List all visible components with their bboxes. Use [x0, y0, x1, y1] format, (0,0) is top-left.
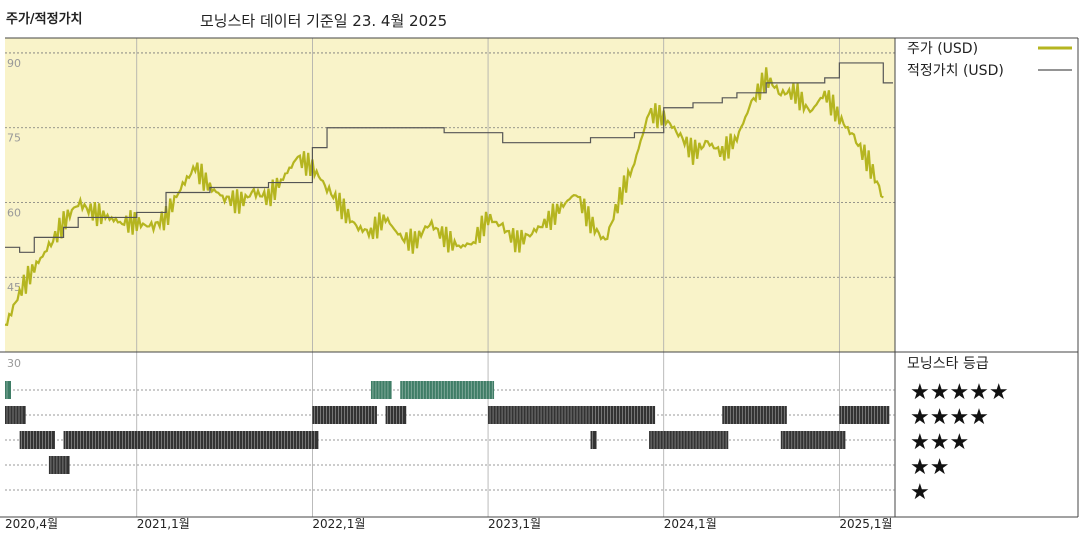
- rating-level-label: ★★: [910, 455, 949, 480]
- rating-level-label: ★★★★: [910, 405, 989, 430]
- rating-segment: [590, 406, 656, 424]
- fair-value-series-line: [5, 62, 893, 253]
- y-tick-label: 30: [7, 357, 21, 370]
- rating-segment-bar: [590, 431, 597, 449]
- rating-segment-bar: [385, 406, 407, 424]
- rating-segment-bar: [19, 431, 55, 449]
- chart-subtitle: 모닝스타 데이터 기준일 23. 4월 2025: [200, 12, 448, 30]
- price-series-line: [4, 67, 884, 326]
- x-tick-label: 2020,4월: [5, 517, 58, 531]
- y-tick-label: 90: [7, 57, 21, 70]
- rating-segment: [400, 381, 495, 399]
- rating-segment: [385, 406, 407, 424]
- rating-segment: [780, 431, 846, 449]
- rating-segment: [48, 456, 70, 474]
- rating-level-label: ★★★: [910, 430, 969, 455]
- x-tick-label: 2024,1월: [664, 517, 717, 531]
- rating-segment-bar: [649, 431, 729, 449]
- rating-segment: [590, 431, 597, 449]
- rating-level-label: ★★★★★: [910, 380, 1009, 405]
- y-tick-label: 75: [7, 132, 21, 145]
- rating-segment: [19, 431, 55, 449]
- legend-label: 주가 (USD): [907, 41, 978, 57]
- rating-panel-title: 모닝스타 등급: [907, 356, 989, 372]
- legend-label: 적정가치 (USD): [907, 63, 1004, 79]
- y-tick-label: 45: [7, 281, 21, 294]
- y-tick-label: 60: [7, 206, 21, 219]
- rating-segment: [5, 381, 11, 399]
- rating-segment-bar: [488, 406, 597, 424]
- rating-segment: [649, 431, 729, 449]
- rating-segment-bar: [5, 406, 26, 424]
- chart-title: 주가/적정가치: [6, 12, 83, 27]
- rating-segment-bar: [48, 456, 70, 474]
- rating-segment: [839, 406, 890, 424]
- rating-segment: [312, 406, 377, 424]
- x-tick-label: 2021,1월: [137, 517, 190, 531]
- rating-segment: [722, 406, 787, 424]
- rating-segment-bar: [5, 381, 11, 399]
- price-panel-background: [5, 38, 895, 352]
- rating-segment-bar: [370, 381, 392, 399]
- x-tick-label: 2023,1월: [488, 517, 541, 531]
- x-tick-label: 2022,1월: [312, 517, 365, 531]
- rating-level-label: ★: [910, 480, 930, 505]
- rating-segment: [488, 406, 597, 424]
- rating-segment: [5, 406, 26, 424]
- rating-segment-bar: [839, 406, 890, 424]
- rating-segment: [370, 381, 392, 399]
- x-tick-label: 2025,1월: [839, 517, 892, 531]
- rating-segment: [63, 431, 319, 449]
